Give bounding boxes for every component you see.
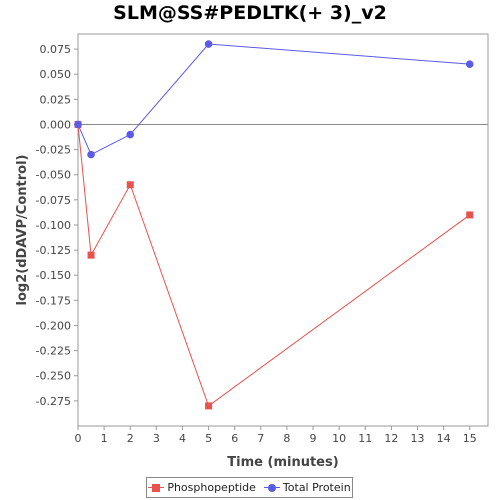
- x-tick-label: 9: [310, 432, 317, 445]
- x-tick-label: 12: [384, 432, 398, 445]
- x-tick-label: 13: [410, 432, 424, 445]
- legend-label-total-protein: Total Protein: [282, 481, 351, 494]
- data-point-phosphopeptide: [466, 211, 474, 219]
- chart-title: SLM@SS#PEDLTK(+ 3)_v2: [113, 2, 387, 24]
- legend: Phosphopeptide Total Protein: [146, 477, 353, 498]
- x-tick-label: 0: [75, 432, 82, 445]
- data-point-total-protein: [465, 60, 474, 68]
- x-tick-label: 1: [101, 432, 108, 445]
- x-axis-label: Time (minutes): [227, 455, 338, 470]
- y-tick-label: -0.175: [36, 294, 71, 307]
- x-tick-label: 8: [283, 432, 290, 445]
- y-tick-label: -0.025: [36, 144, 71, 157]
- x-tick-label: 10: [332, 432, 346, 445]
- y-axis-label: log2(dDAVP/Control): [15, 155, 30, 306]
- x-tick-label: 14: [437, 432, 451, 445]
- plot-area: [77, 33, 489, 427]
- x-tick-label: 4: [179, 432, 186, 445]
- legend-label-phosphopeptide: Phosphopeptide: [167, 481, 256, 494]
- y-tick-label: -0.100: [36, 219, 71, 232]
- legend-item-total-protein: Total Protein: [263, 481, 351, 494]
- y-tick-label: -0.075: [36, 194, 71, 207]
- y-tick-label: 0.050: [40, 68, 72, 81]
- y-tick-label: -0.150: [36, 269, 71, 282]
- y-tick-label: 0.025: [40, 93, 72, 106]
- x-tick-label: 5: [205, 432, 212, 445]
- y-tick-label: 0.075: [40, 43, 72, 56]
- data-point-phosphopeptide: [126, 181, 134, 189]
- series-layer: [74, 40, 474, 410]
- x-tick-label: 3: [153, 432, 160, 445]
- y-tick-label: -0.200: [36, 319, 71, 332]
- square-marker-icon: [148, 483, 165, 493]
- data-point-total-protein: [87, 150, 95, 159]
- x-axis: 0 1 2 3 4 5 6 7 8 9 10 11 12 13 14 15: [75, 426, 477, 445]
- x-tick-label: 2: [127, 432, 134, 445]
- legend-item-phosphopeptide: Phosphopeptide: [148, 481, 256, 494]
- circle-marker-icon: [263, 483, 280, 493]
- data-point-total-protein: [204, 40, 213, 48]
- x-tick-label: 7: [257, 432, 264, 445]
- y-tick-label: -0.250: [36, 370, 71, 383]
- y-axis: 0.075 0.050 0.025 0.000 -0.025 -0.050 -0.075 -0…: [36, 43, 78, 408]
- x-tick-label: 6: [231, 432, 238, 445]
- y-tick-label: 0.000: [40, 118, 72, 131]
- y-tick-label: -0.225: [36, 345, 71, 358]
- y-tick-label: -0.125: [36, 244, 71, 257]
- data-point-phosphopeptide: [87, 251, 95, 259]
- x-tick-label: 15: [463, 432, 477, 445]
- data-point-total-protein: [126, 130, 135, 139]
- data-point-phosphopeptide: [205, 402, 213, 410]
- y-tick-label: -0.050: [36, 169, 71, 182]
- data-point-total-protein: [74, 120, 82, 129]
- y-tick-label: -0.275: [36, 395, 71, 408]
- x-tick-label: 11: [358, 432, 372, 445]
